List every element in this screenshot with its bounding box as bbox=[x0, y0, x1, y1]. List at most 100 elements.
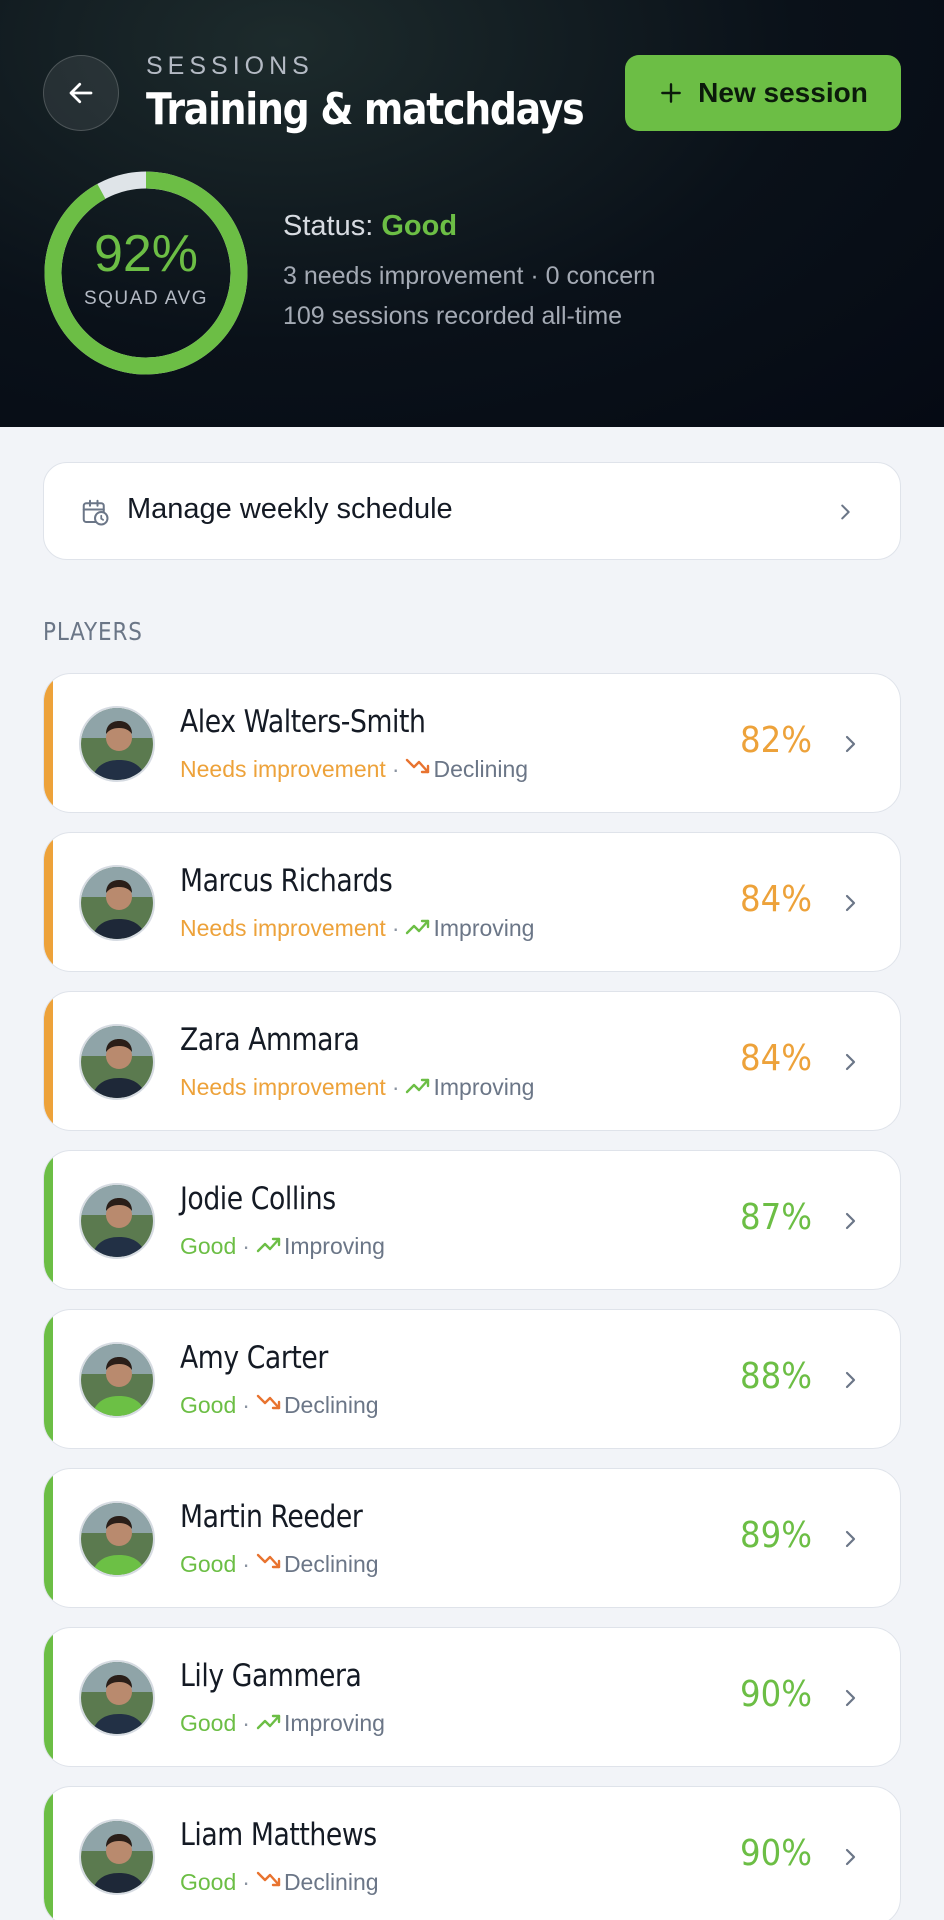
separator-dot: · bbox=[391, 1074, 400, 1100]
player-status: Needs improvement bbox=[180, 756, 386, 782]
chevron-right-icon bbox=[845, 894, 856, 912]
player-photo bbox=[81, 708, 153, 780]
chevron-right-icon bbox=[841, 504, 850, 520]
player-card[interactable]: Alex Walters-Smith Needs improvement · D… bbox=[43, 673, 901, 813]
player-meta: Needs improvement · Improving bbox=[180, 915, 534, 942]
player-photo bbox=[81, 1344, 153, 1416]
player-name: Jodie Collins bbox=[180, 1181, 336, 1217]
ring-progress bbox=[44, 171, 248, 375]
player-meta: Good · Improving bbox=[180, 1233, 385, 1260]
chevron-right-icon bbox=[845, 735, 856, 753]
player-name: Alex Walters-Smith bbox=[180, 704, 426, 740]
player-trend: Improving bbox=[283, 1233, 385, 1259]
player-status: Needs improvement bbox=[180, 915, 386, 941]
trending-up-icon bbox=[405, 1074, 431, 1101]
eyebrow-label: SESSIONS bbox=[146, 52, 314, 80]
status-prefix: Status: bbox=[283, 210, 382, 242]
schedule-label: Manage weekly schedule bbox=[127, 493, 453, 525]
status-value: Good bbox=[381, 210, 458, 242]
player-percent: 90% bbox=[739, 1674, 812, 1715]
trending-down-icon bbox=[256, 1392, 282, 1419]
player-card[interactable]: Amy Carter Good · Declining 88% bbox=[43, 1309, 901, 1449]
player-name: Martin Reeder bbox=[180, 1499, 363, 1535]
status-accent-bar bbox=[44, 1469, 53, 1607]
manage-schedule-card[interactable]: Manage weekly schedule bbox=[43, 462, 901, 560]
avatar bbox=[79, 1819, 155, 1895]
separator-dot: · bbox=[242, 1869, 250, 1895]
arrow-left-icon bbox=[69, 82, 93, 104]
player-meta: Good · Declining bbox=[180, 1869, 379, 1896]
player-trend: Improving bbox=[433, 915, 535, 941]
player-card[interactable]: Zara Ammara Needs improvement · Improvin… bbox=[43, 991, 901, 1131]
player-percent: 84% bbox=[739, 1038, 812, 1079]
trending-down-icon bbox=[256, 1869, 282, 1896]
player-status: Good bbox=[180, 1869, 237, 1895]
player-status: Needs improvement bbox=[180, 1074, 386, 1100]
separator-dot: · bbox=[391, 756, 400, 782]
avatar bbox=[79, 865, 155, 941]
ring-value: 92% bbox=[93, 225, 199, 283]
plus-icon bbox=[661, 83, 682, 103]
trending-up-icon bbox=[256, 1233, 282, 1260]
avatar bbox=[79, 1342, 155, 1418]
player-card[interactable]: Liam Matthews Good · Declining 90% bbox=[43, 1786, 901, 1920]
player-percent: 84% bbox=[739, 879, 812, 920]
player-status: Good bbox=[180, 1710, 237, 1736]
status-accent-bar bbox=[44, 833, 53, 971]
status-accent-bar bbox=[44, 1628, 53, 1766]
player-name: Amy Carter bbox=[180, 1340, 328, 1376]
chevron-right-icon bbox=[845, 1530, 856, 1548]
new-session-label: New session bbox=[698, 77, 868, 108]
separator-dot: · bbox=[242, 1392, 250, 1418]
player-photo bbox=[81, 1662, 153, 1734]
players-section-label: PLAYERS bbox=[43, 617, 143, 646]
trending-down-icon bbox=[405, 756, 431, 783]
sessions-line: 109 sessions recorded all-time bbox=[283, 302, 623, 330]
status-line: Status: Good bbox=[283, 210, 457, 243]
player-trend: Declining bbox=[433, 756, 529, 782]
ring-label: SQUAD AVG bbox=[83, 288, 208, 309]
player-name: Liam Matthews bbox=[180, 1817, 377, 1853]
header: SESSIONS Training & matchdays New sessio… bbox=[0, 0, 944, 427]
player-status: Good bbox=[180, 1392, 237, 1418]
new-session-button[interactable]: New session bbox=[625, 55, 901, 131]
player-photo bbox=[81, 1821, 153, 1893]
avatar bbox=[79, 706, 155, 782]
player-meta: Needs improvement · Improving bbox=[180, 1074, 534, 1101]
player-meta: Good · Improving bbox=[180, 1710, 385, 1737]
player-percent: 87% bbox=[739, 1197, 812, 1238]
player-card[interactable]: Lily Gammera Good · Improving 90% bbox=[43, 1627, 901, 1767]
player-status: Good bbox=[180, 1233, 237, 1259]
player-meta: Good · Declining bbox=[180, 1392, 379, 1419]
status-accent-bar bbox=[44, 674, 53, 812]
player-card[interactable]: Martin Reeder Good · Declining 89% bbox=[43, 1468, 901, 1608]
chevron-right-icon bbox=[845, 1848, 856, 1866]
player-trend: Declining bbox=[283, 1869, 379, 1895]
trending-up-icon bbox=[405, 915, 431, 942]
page-title: Training & matchdays bbox=[146, 84, 585, 135]
back-button[interactable] bbox=[43, 55, 119, 131]
player-trend: Declining bbox=[283, 1392, 379, 1418]
player-name: Marcus Richards bbox=[180, 863, 393, 899]
player-percent: 88% bbox=[739, 1356, 812, 1397]
status-accent-bar bbox=[44, 1151, 53, 1289]
player-photo bbox=[81, 1026, 153, 1098]
player-trend: Improving bbox=[283, 1710, 385, 1736]
chevron-right-icon bbox=[845, 1689, 856, 1707]
summary-line: 3 needs improvement · 0 concern bbox=[283, 262, 656, 290]
player-photo bbox=[81, 1185, 153, 1257]
trending-down-icon bbox=[256, 1551, 282, 1578]
status-accent-bar bbox=[44, 1310, 53, 1448]
player-percent: 82% bbox=[739, 720, 812, 761]
player-photo bbox=[81, 1503, 153, 1575]
player-card[interactable]: Jodie Collins Good · Improving 87% bbox=[43, 1150, 901, 1290]
status-accent-bar bbox=[44, 992, 53, 1130]
player-photo bbox=[81, 867, 153, 939]
avatar bbox=[79, 1024, 155, 1100]
chevron-right-icon bbox=[845, 1212, 856, 1230]
player-percent: 90% bbox=[739, 1833, 812, 1874]
player-card[interactable]: Marcus Richards Needs improvement · Impr… bbox=[43, 832, 901, 972]
player-name: Zara Ammara bbox=[180, 1022, 360, 1058]
separator-dot: · bbox=[242, 1551, 250, 1577]
chevron-right-icon bbox=[845, 1371, 856, 1389]
